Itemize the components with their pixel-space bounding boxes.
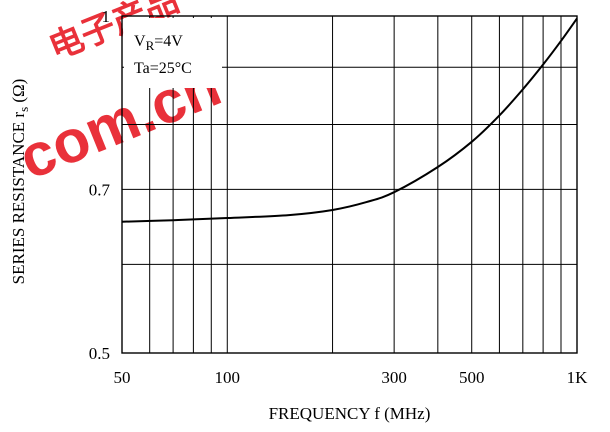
y-axis-title-subscript: s <box>16 107 31 112</box>
annotation-voltage-subscript: R <box>146 38 155 53</box>
annotation-voltage-value: =4V <box>154 33 183 50</box>
annotation-background <box>124 18 222 88</box>
conditions-annotation: VR=4V Ta=25°C <box>124 18 222 88</box>
annotation-voltage-symbol: V <box>134 33 146 50</box>
x-tick-label: 300 <box>381 368 407 387</box>
y-tick-label: 0.5 <box>89 344 110 363</box>
series-line <box>121 17 578 223</box>
y-tick-label: 0.7 <box>89 180 111 199</box>
series-layer <box>121 17 578 223</box>
y-axis-title: SERIES RESISTANCE rs (Ω) <box>9 79 31 285</box>
y-axis-title-main: SERIES RESISTANCE r <box>9 112 28 285</box>
plot-frame <box>121 15 578 354</box>
x-tick-label: 50 <box>114 368 131 387</box>
y-axis-title-unit: (Ω) <box>9 79 28 107</box>
annotation-temperature: Ta=25°C <box>134 60 192 77</box>
x-axis-title: FREQUENCY f (MHz) <box>269 404 431 423</box>
annotation-voltage: VR=4V <box>134 33 183 53</box>
x-tick-label: 500 <box>459 368 485 387</box>
x-tick-labels: 50 100 300 500 1K <box>114 368 589 387</box>
y-tick-label: 1 <box>102 7 111 26</box>
x-tick-label: 100 <box>215 368 241 387</box>
x-tick-label: 1K <box>567 368 589 387</box>
y-tick-labels: 0.5 0.7 1 <box>89 7 111 363</box>
